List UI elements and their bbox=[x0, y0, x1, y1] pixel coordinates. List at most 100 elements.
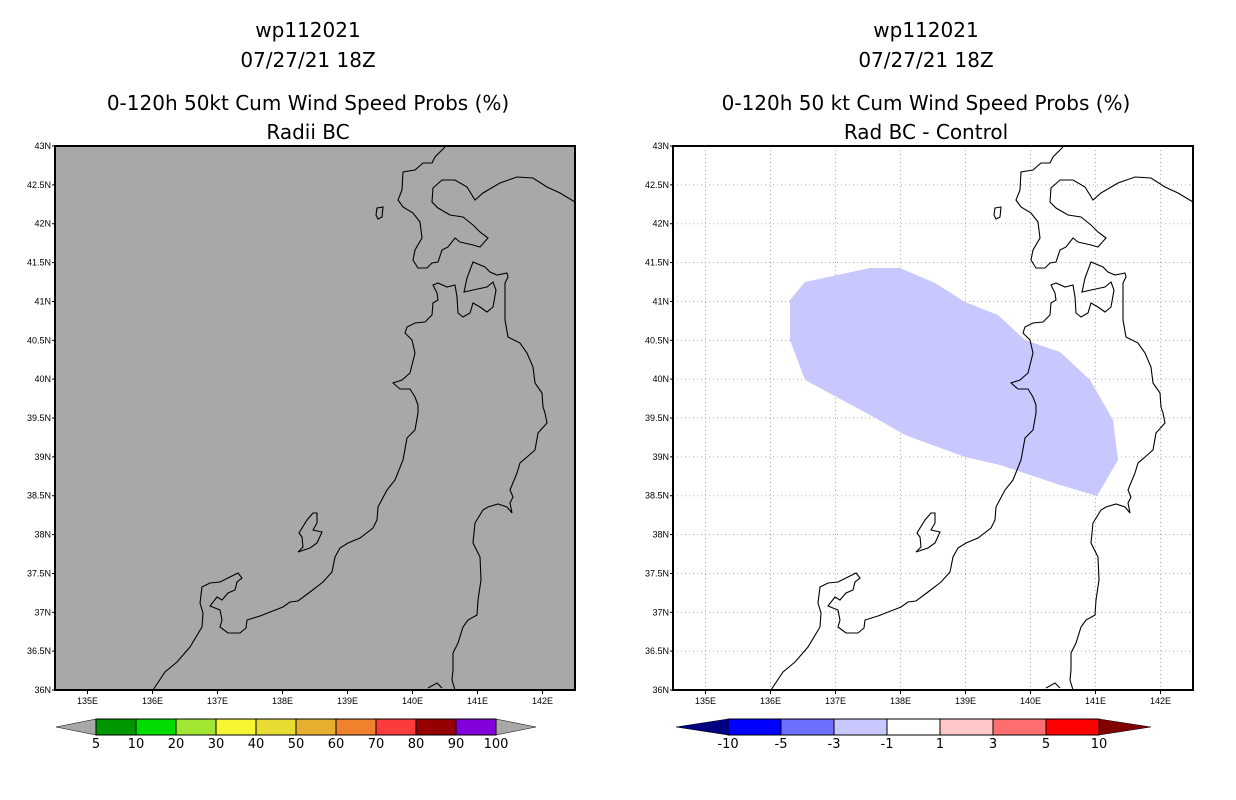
left-colorbar-label: 80 bbox=[408, 737, 425, 752]
lon-tick-label: 139E bbox=[337, 696, 358, 706]
left-title-datetime: 07/27/21 18Z bbox=[240, 48, 375, 72]
lon-tick-label: 141E bbox=[467, 696, 488, 706]
right-colorbar-label: -5 bbox=[775, 737, 788, 752]
right-colorbar-label: -3 bbox=[828, 737, 841, 752]
lat-tick-label: 36N bbox=[652, 685, 669, 695]
right-colorbar-box bbox=[780, 718, 835, 736]
left-colorbar-box bbox=[255, 718, 297, 736]
lon-tick-label: 142E bbox=[1150, 696, 1171, 706]
left-colorbar-label: 90 bbox=[448, 737, 465, 752]
left-map-background bbox=[55, 146, 575, 690]
lat-tick-label: 37N bbox=[652, 607, 669, 617]
left-colorbar-label: 70 bbox=[368, 737, 385, 752]
lat-tick-label: 42N bbox=[34, 219, 51, 229]
lat-tick-label: 40N bbox=[34, 374, 51, 384]
lat-tick-label: 38N bbox=[652, 530, 669, 540]
lat-tick-label: 41.5N bbox=[27, 258, 51, 268]
lon-tick-label: 135E bbox=[695, 696, 716, 706]
lat-tick-label: 42.5N bbox=[645, 180, 669, 190]
lat-tick-label: 38.5N bbox=[27, 491, 51, 501]
lat-tick-label: 43N bbox=[34, 141, 51, 151]
lat-tick-label: 40.5N bbox=[27, 335, 51, 345]
right-title-storm-id: wp112021 bbox=[873, 18, 978, 42]
lat-tick-label: 37.5N bbox=[27, 568, 51, 578]
lat-tick-label: 39N bbox=[652, 452, 669, 462]
right-colorbar-label: 5 bbox=[1042, 737, 1050, 752]
lon-tick-label: 140E bbox=[402, 696, 423, 706]
lat-tick-label: 38.5N bbox=[645, 491, 669, 501]
lon-tick-label: 141E bbox=[1085, 696, 1106, 706]
lat-tick-label: 42.5N bbox=[27, 180, 51, 190]
left-colorbar-label: 40 bbox=[248, 737, 265, 752]
lat-tick-label: 41N bbox=[652, 296, 669, 306]
right-colorbar-under-triangle bbox=[675, 718, 729, 736]
lon-tick-label: 136E bbox=[760, 696, 781, 706]
left-colorbar-label: 10 bbox=[128, 737, 145, 752]
right-colorbar-box bbox=[1045, 718, 1100, 736]
lon-tick-label: 137E bbox=[825, 696, 846, 706]
left-colorbar-label: 100 bbox=[484, 737, 509, 752]
left-colorbar-box bbox=[215, 718, 257, 736]
lat-tick-label: 39.5N bbox=[645, 413, 669, 423]
right-colorbar-label: 1 bbox=[936, 737, 944, 752]
lon-tick-label: 139E bbox=[955, 696, 976, 706]
right-title-product: 0-120h 50 kt Cum Wind Speed Probs (%) bbox=[722, 91, 1131, 115]
left-colorbar-label: 20 bbox=[168, 737, 185, 752]
right-title-datetime: 07/27/21 18Z bbox=[858, 48, 993, 72]
probability-difference-region bbox=[790, 268, 1118, 496]
left-colorbar-under-triangle bbox=[55, 718, 97, 736]
lat-tick-label: 36.5N bbox=[27, 646, 51, 656]
left-colorbar-label: 50 bbox=[288, 737, 305, 752]
left-axis-ticks: 36N 36.5N 37N 37.5N 38N 38.5N 39N 39.5N 40N 40.5N… bbox=[27, 141, 553, 706]
lat-tick-label: 40.5N bbox=[645, 335, 669, 345]
right-colorbar-label: 10 bbox=[1091, 737, 1108, 752]
left-colorbar-box bbox=[175, 718, 217, 736]
lon-tick-label: 138E bbox=[272, 696, 293, 706]
lat-tick-label: 36.5N bbox=[645, 646, 669, 656]
right-colorbar: -10 -5 -3 -1 1 3 5 10 bbox=[675, 718, 1152, 752]
lat-tick-label: 37.5N bbox=[645, 568, 669, 578]
left-colorbar-box bbox=[95, 718, 137, 736]
left-colorbar-over-triangle bbox=[495, 718, 537, 736]
right-colorbar-box bbox=[992, 718, 1047, 736]
lon-tick-label: 135E bbox=[77, 696, 98, 706]
left-panel: wp112021 07/27/21 18Z 0-120h 50kt Cum Wi… bbox=[27, 18, 576, 752]
left-colorbar: 5 10 20 30 40 50 60 70 80 90 100 bbox=[55, 718, 537, 752]
left-title-storm-id: wp112021 bbox=[255, 18, 360, 42]
left-colorbar-box bbox=[455, 718, 497, 736]
lat-tick-label: 43N bbox=[652, 141, 669, 151]
left-colorbar-label: 5 bbox=[92, 737, 100, 752]
right-colorbar-label: 3 bbox=[989, 737, 997, 752]
lat-tick-label: 40N bbox=[652, 374, 669, 384]
right-colorbar-over-triangle bbox=[1098, 718, 1152, 736]
right-colorbar-box bbox=[886, 718, 941, 736]
lat-tick-label: 41.5N bbox=[645, 258, 669, 268]
lat-tick-label: 37N bbox=[34, 607, 51, 617]
right-colorbar-label: -10 bbox=[717, 737, 738, 752]
lon-tick-label: 140E bbox=[1020, 696, 1041, 706]
left-colorbar-box bbox=[295, 718, 337, 736]
left-colorbar-label: 30 bbox=[208, 737, 225, 752]
lat-tick-label: 38N bbox=[34, 530, 51, 540]
lon-tick-label: 142E bbox=[532, 696, 553, 706]
right-colorbar-box bbox=[727, 718, 782, 736]
lat-tick-label: 41N bbox=[34, 296, 51, 306]
right-title-subtitle: Rad BC - Control bbox=[844, 120, 1008, 144]
left-title-subtitle: Radii BC bbox=[266, 120, 349, 144]
right-panel: wp112021 07/27/21 18Z 0-120h 50 kt Cum W… bbox=[645, 18, 1194, 752]
lat-tick-label: 39.5N bbox=[27, 413, 51, 423]
left-colorbar-box bbox=[375, 718, 417, 736]
left-colorbar-box bbox=[415, 718, 457, 736]
right-colorbar-label: -1 bbox=[881, 737, 894, 752]
right-colorbar-box bbox=[939, 718, 994, 736]
left-colorbar-box bbox=[135, 718, 177, 736]
lat-tick-label: 42N bbox=[652, 219, 669, 229]
right-colorbar-box bbox=[833, 718, 888, 736]
left-colorbar-box bbox=[335, 718, 377, 736]
lon-tick-label: 136E bbox=[142, 696, 163, 706]
left-colorbar-label: 60 bbox=[328, 737, 345, 752]
lon-tick-label: 137E bbox=[207, 696, 228, 706]
right-axis-ticks: 36N 36.5N 37N 37.5N 38N 38.5N 39N 39.5N 40N 40.5N… bbox=[645, 141, 1171, 706]
left-title-product: 0-120h 50kt Cum Wind Speed Probs (%) bbox=[107, 91, 509, 115]
